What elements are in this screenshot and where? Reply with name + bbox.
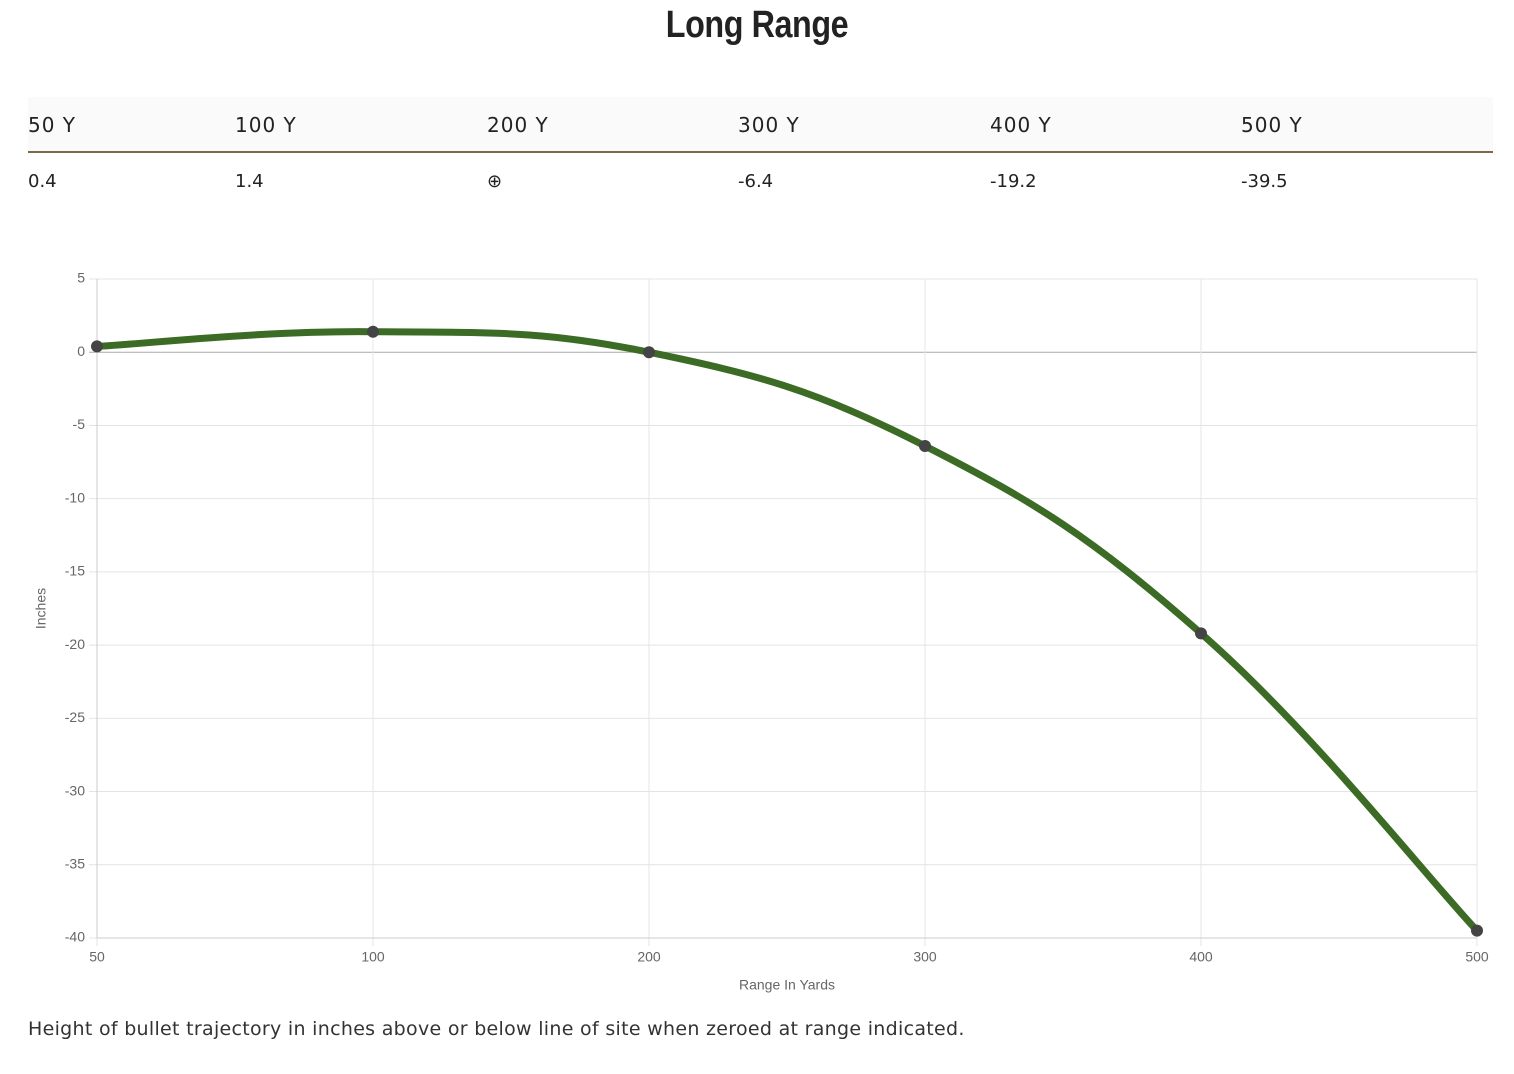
data-point [1471, 924, 1483, 937]
table-header-cell: 100 Y [235, 113, 297, 137]
y-tick-label: -35 [65, 855, 85, 871]
data-point [643, 346, 655, 359]
y-tick-label: -25 [65, 709, 85, 725]
table-header-row: 50 Y 100 Y 200 Y 300 Y 400 Y 500 Y [28, 97, 1493, 153]
y-tick-label: -15 [65, 563, 85, 579]
table-cell: ⊕ [487, 171, 503, 192]
data-point [367, 325, 379, 338]
x-tick-label: 500 [1465, 949, 1489, 965]
x-axis-label: Range In Yards [739, 977, 835, 993]
y-tick-label: 0 [77, 343, 85, 359]
trajectory-table: 50 Y 100 Y 200 Y 300 Y 400 Y 500 Y 0.4 1.4 ⊕ -6.4… [28, 97, 1493, 213]
table-header-cell: 500 Y [1241, 113, 1303, 137]
table-header-cell: 400 Y [990, 113, 1052, 137]
x-tick-label: 50 [89, 949, 105, 965]
y-tick-label: -30 [65, 782, 85, 798]
y-tick-label: -10 [65, 489, 85, 505]
table-cell: -6.4 [738, 171, 774, 192]
table-header-cell: 300 Y [738, 113, 800, 137]
data-point [1195, 627, 1207, 640]
table-header-cell: 50 Y [28, 113, 77, 137]
x-tick-label: 300 [913, 949, 937, 965]
x-tick-label: 200 [637, 949, 661, 965]
table-cell: 1.4 [235, 171, 264, 192]
y-tick-label: -20 [65, 636, 85, 652]
caption: Height of bullet trajectory in inches ab… [28, 1018, 965, 1040]
table-cell: -19.2 [990, 171, 1037, 192]
y-axis-label: Inches [33, 588, 49, 629]
table-cell: 0.4 [28, 171, 57, 192]
x-tick-label: 400 [1189, 949, 1213, 965]
table-header-cell: 200 Y [487, 113, 549, 137]
page-title: Long Range [665, 4, 849, 46]
table-row: 0.4 1.4 ⊕ -6.4 -19.2 -39.5 [28, 153, 1493, 213]
trajectory-line [93, 328, 1481, 935]
data-point [91, 340, 103, 353]
data-point [919, 439, 931, 452]
table-cell: -39.5 [1241, 171, 1288, 192]
y-tick-label: 5 [77, 270, 85, 286]
y-tick-label: -5 [73, 416, 86, 432]
x-tick-label: 100 [361, 949, 385, 965]
y-tick-label: -40 [65, 929, 85, 945]
